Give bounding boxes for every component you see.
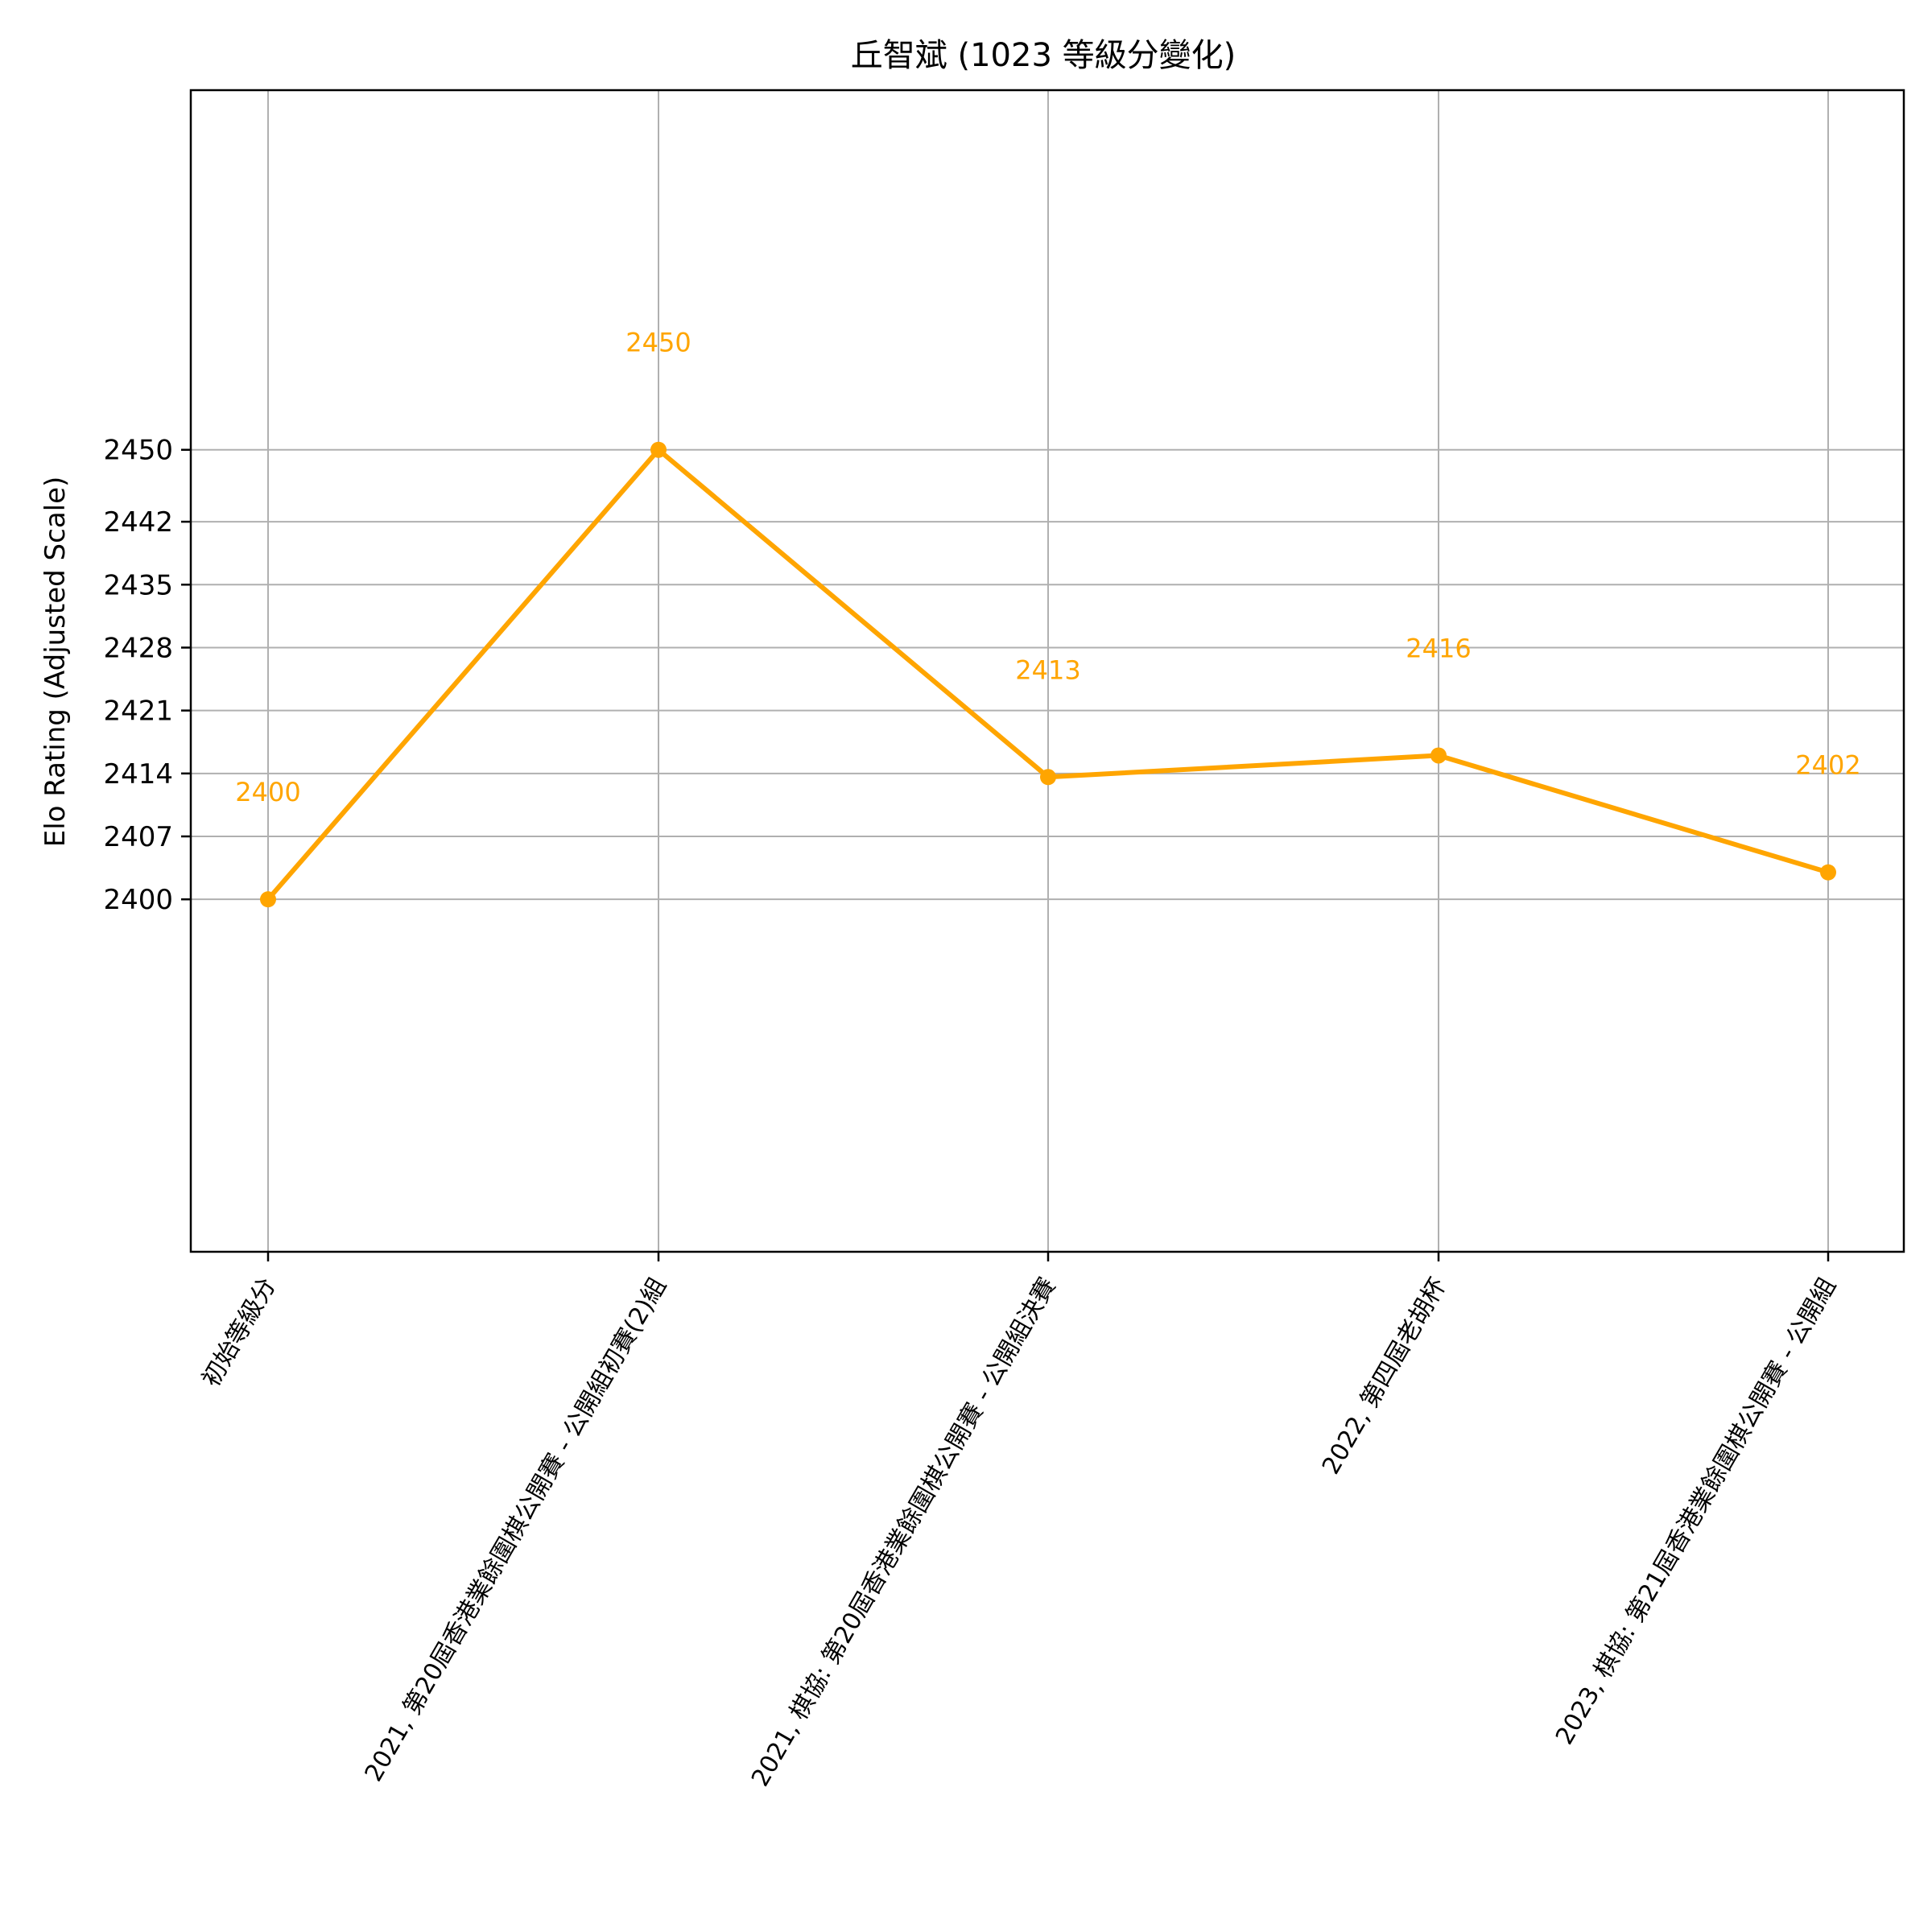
x-axis: 初始等級分 2021, 第20屆香港業餘圍棋公開賽 - 公開組初賽(2)組 2021…	[197, 1252, 1842, 1791]
data-label: 2413	[1015, 654, 1080, 685]
data-point	[1040, 769, 1056, 786]
y-tick-label: 2450	[103, 435, 173, 467]
data-label: 2402	[1795, 750, 1860, 781]
y-tick-label: 2407	[103, 821, 173, 853]
data-point	[1820, 864, 1836, 881]
y-tick-label: 2442	[103, 506, 173, 539]
data-label: 2416	[1406, 633, 1471, 663]
plot-frame	[189, 89, 1905, 1253]
x-tick-label: 2021, 第20屆香港業餘圍棋公開賽 - 公開組初賽(2)組	[360, 1274, 672, 1787]
y-axis: 2400 2407 2414 2421 2428 2435 2442 2450	[103, 435, 191, 916]
data-point	[650, 441, 667, 458]
data-label: 2400	[235, 777, 300, 807]
y-tick-label: 2428	[103, 632, 173, 664]
y-tick-label: 2421	[103, 696, 173, 728]
x-tick-label: 初始等級分	[197, 1274, 282, 1392]
grid	[191, 90, 1904, 1252]
y-axis-label: Elo Rating (Adjusted Scale)	[39, 477, 72, 848]
series-layer: 2400 2450 2413 2416 2402	[235, 328, 1861, 908]
y-tick-label: 2400	[103, 884, 173, 916]
data-point	[260, 891, 276, 908]
y-tick-label: 2414	[103, 758, 173, 791]
chart-title: 丘智斌 (1023 等級分變化)	[851, 37, 1236, 74]
x-tick-label: 2021, 棋協: 第20屆香港業餘圍棋公開賽 - 公開組決賽	[746, 1274, 1062, 1792]
data-label: 2450	[625, 328, 691, 358]
x-tick-label: 2022, 第四屆老胡杯	[1317, 1274, 1452, 1480]
x-tick-label: 2023, 棋協: 第21屆香港業餘圍棋公開賽 - 公開組	[1550, 1274, 1842, 1750]
y-tick-label: 2435	[103, 569, 173, 601]
data-point	[1430, 747, 1447, 764]
